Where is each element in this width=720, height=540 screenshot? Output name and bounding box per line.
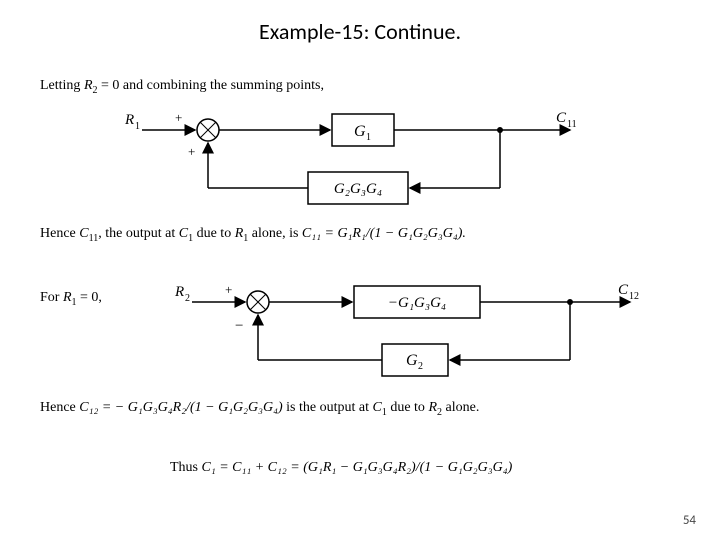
hence2-tail2: alone. <box>442 400 479 415</box>
hence1-C: C <box>79 226 88 241</box>
d1-sign-bot: + <box>188 144 195 159</box>
text-letting: Letting R2 = 0 and combining the summing… <box>40 78 324 96</box>
d1-input-R: R <box>124 112 134 128</box>
d2-forward-label: −G₁G₃G₄ <box>388 295 446 311</box>
d2-sign-bot: − <box>235 318 243 334</box>
d2-feedback-label: G <box>406 352 418 369</box>
d1-output-C: C <box>556 110 567 126</box>
for-eq: = 0, <box>77 290 102 305</box>
page-title: Example-15: Continue. <box>0 18 720 45</box>
text-for-r1: For R1 = 0, <box>40 290 102 308</box>
letting-prefix: Letting <box>40 78 84 93</box>
for-prefix: For <box>40 290 63 305</box>
text-thus: Thus C₁ = C₁₁ + C₁₂ = (G₁R₁ − G₁G₃G₄R₂)/… <box>170 460 512 476</box>
hence1-mid3: alone, is <box>248 226 302 241</box>
for-R: R <box>63 290 72 305</box>
d2-sign-top: + <box>225 282 232 297</box>
hence2-tail: is the output at <box>283 400 373 415</box>
hence1-mid2: due to <box>193 226 235 241</box>
text-hence-c12: Hence C₁₂ = − G₁G₃G₄R₂/(1 − G₁G₂G₃G₄) is… <box>40 400 479 418</box>
block-diagram-1: R 1 + + G 1 C 11 G₂G₃G₄ <box>100 100 620 215</box>
d1-forward-sub: 1 <box>366 132 371 143</box>
hence1-Csub: 11 <box>89 233 99 244</box>
hence2-mid: due to <box>387 400 429 415</box>
hence1-mid: , the output at <box>98 226 179 241</box>
hence2-R: R <box>428 400 437 415</box>
d1-output-sub: 11 <box>567 119 577 130</box>
text-hence-c11: Hence C11, the output at C1 due to R1 al… <box>40 226 466 244</box>
letting-R: R <box>84 78 93 93</box>
thus-prefix: Thus <box>170 460 202 475</box>
hence2-Cat: C <box>372 400 381 415</box>
hence1-eq: C₁₁ = G₁R₁/(1 − G₁G₂G₃G₄). <box>302 226 466 241</box>
d2-output-sub: 12 <box>629 291 639 302</box>
d2-input-sub: 2 <box>185 293 190 304</box>
d1-sign-top: + <box>175 110 182 125</box>
letting-eq: = 0 and combining the summing points, <box>98 78 324 93</box>
thus-eq: C₁ = C₁₁ + C₁₂ = (G₁R₁ − G₁G₃G₄R₂)/(1 − … <box>202 460 513 475</box>
d1-forward-label: G <box>354 123 366 140</box>
d1-feedback-label: G₂G₃G₄ <box>334 181 382 197</box>
hence1-prefix: Hence <box>40 226 79 241</box>
hence2-prefix: Hence <box>40 400 79 415</box>
d1-input-sub: 1 <box>135 121 140 132</box>
hence2-eq: C₁₂ = − G₁G₃G₄R₂/(1 − G₁G₂G₃G₄) <box>79 400 282 415</box>
block-diagram-2: R 2 + − −G₁G₃G₄ C 12 G 2 <box>150 272 670 387</box>
d2-feedback-sub: 2 <box>418 361 423 372</box>
d2-input-R: R <box>174 284 184 300</box>
d2-output-C: C <box>618 282 629 298</box>
page-number: 54 <box>683 513 696 528</box>
hence1-R: R <box>235 226 244 241</box>
hence1-Cat: C <box>179 226 188 241</box>
